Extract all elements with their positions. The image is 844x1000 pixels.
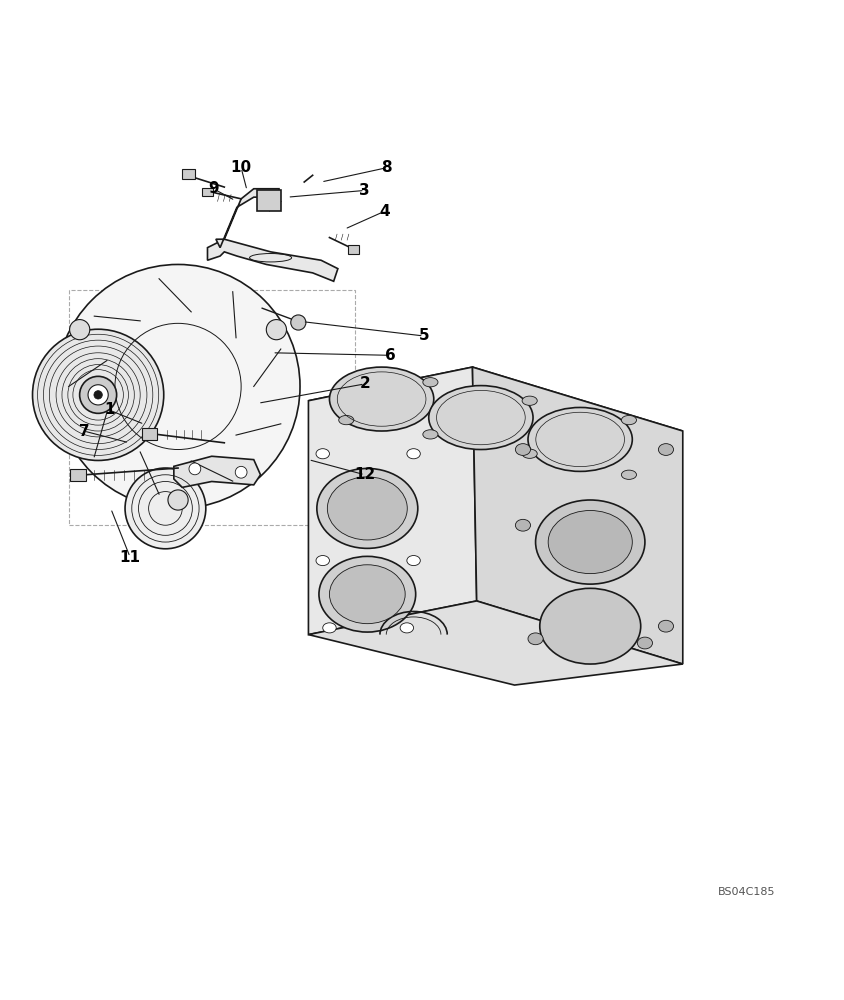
Text: 4: 4 [379, 204, 389, 219]
Ellipse shape [423, 430, 438, 439]
Circle shape [125, 468, 206, 549]
Ellipse shape [528, 407, 632, 471]
Ellipse shape [516, 444, 531, 455]
Ellipse shape [522, 449, 538, 458]
Text: 2: 2 [360, 376, 371, 391]
Polygon shape [308, 367, 477, 635]
Text: 7: 7 [78, 424, 89, 439]
FancyBboxPatch shape [203, 188, 214, 196]
Ellipse shape [423, 378, 438, 387]
Text: 12: 12 [354, 467, 376, 482]
Ellipse shape [549, 511, 632, 574]
Circle shape [33, 329, 164, 460]
Ellipse shape [319, 556, 416, 632]
Ellipse shape [621, 470, 636, 479]
Ellipse shape [528, 633, 544, 645]
Ellipse shape [658, 444, 674, 455]
Ellipse shape [400, 623, 414, 633]
Ellipse shape [407, 449, 420, 459]
Text: 3: 3 [360, 183, 371, 198]
Ellipse shape [338, 415, 354, 425]
Polygon shape [216, 189, 279, 248]
Circle shape [235, 466, 247, 478]
Circle shape [56, 264, 300, 508]
Ellipse shape [658, 620, 674, 632]
FancyBboxPatch shape [348, 245, 359, 254]
Ellipse shape [329, 565, 405, 624]
Ellipse shape [327, 477, 408, 540]
Circle shape [79, 376, 116, 413]
Circle shape [69, 320, 89, 340]
Text: 11: 11 [120, 550, 141, 565]
Circle shape [189, 463, 201, 475]
Ellipse shape [316, 556, 329, 566]
Ellipse shape [329, 367, 434, 431]
Polygon shape [208, 239, 338, 281]
Ellipse shape [536, 500, 645, 584]
FancyBboxPatch shape [70, 469, 85, 481]
Ellipse shape [621, 415, 636, 425]
Polygon shape [308, 367, 683, 465]
Polygon shape [174, 456, 261, 487]
FancyBboxPatch shape [142, 428, 157, 440]
Circle shape [250, 347, 267, 364]
Text: 10: 10 [230, 160, 252, 175]
Polygon shape [473, 367, 683, 664]
Ellipse shape [637, 637, 652, 649]
Ellipse shape [522, 396, 538, 405]
Ellipse shape [516, 519, 531, 531]
Circle shape [291, 315, 306, 330]
Ellipse shape [429, 386, 533, 450]
Text: 1: 1 [104, 402, 114, 417]
Ellipse shape [316, 468, 418, 548]
Text: BS04C185: BS04C185 [717, 887, 776, 897]
Circle shape [168, 490, 188, 510]
Circle shape [94, 391, 102, 399]
Text: 9: 9 [208, 181, 219, 196]
FancyBboxPatch shape [182, 169, 195, 179]
Text: 6: 6 [385, 348, 395, 363]
FancyBboxPatch shape [257, 190, 281, 211]
Circle shape [267, 320, 286, 340]
Circle shape [88, 385, 108, 405]
Polygon shape [308, 601, 683, 685]
Ellipse shape [322, 623, 336, 633]
Text: 5: 5 [419, 328, 429, 343]
Ellipse shape [316, 449, 329, 459]
Text: 8: 8 [381, 160, 392, 175]
Ellipse shape [407, 556, 420, 566]
Ellipse shape [540, 588, 641, 664]
Circle shape [267, 323, 284, 340]
